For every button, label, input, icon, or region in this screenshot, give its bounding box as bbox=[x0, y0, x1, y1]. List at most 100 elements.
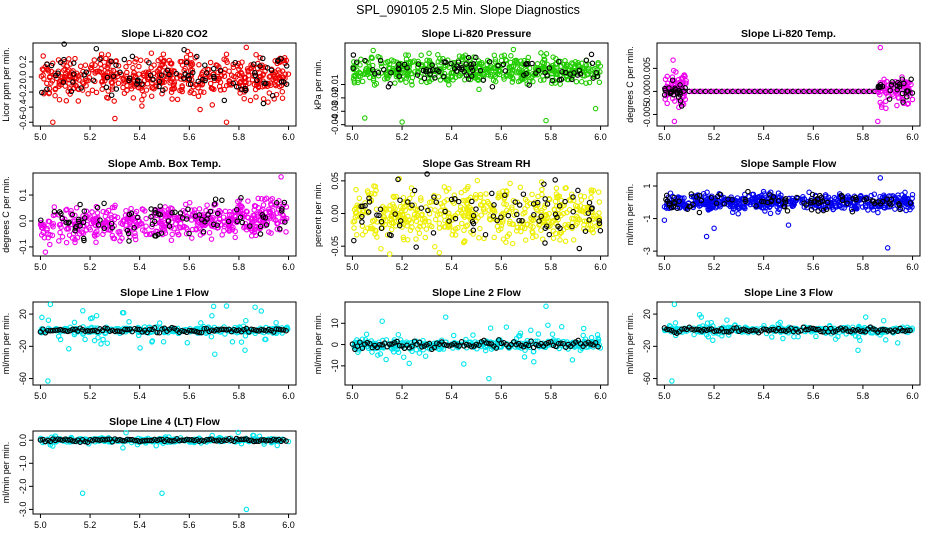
highlight-point bbox=[181, 46, 187, 53]
data-point bbox=[411, 211, 418, 218]
data-point bbox=[66, 346, 72, 352]
data-point bbox=[351, 225, 357, 231]
highlight-point bbox=[505, 212, 512, 219]
highlight-point bbox=[677, 82, 683, 88]
data-point bbox=[769, 334, 775, 340]
highlight-point bbox=[202, 62, 208, 68]
data-point bbox=[530, 217, 536, 224]
data-point bbox=[528, 327, 534, 334]
data-point bbox=[367, 225, 374, 232]
data-point bbox=[509, 221, 515, 228]
data-point bbox=[263, 195, 270, 202]
x-tick-label: 5.2 bbox=[84, 262, 97, 272]
data-point bbox=[509, 79, 516, 85]
highlight-point bbox=[221, 97, 228, 104]
data-point bbox=[762, 204, 769, 211]
data-point bbox=[189, 226, 196, 233]
highlight-point bbox=[230, 80, 236, 87]
data-point bbox=[813, 333, 819, 340]
highlight-point bbox=[262, 215, 269, 221]
highlight-point bbox=[166, 223, 173, 229]
highlight-point bbox=[359, 213, 365, 220]
data-point bbox=[413, 236, 419, 242]
data-point bbox=[557, 231, 563, 237]
data-point bbox=[477, 202, 484, 208]
data-point bbox=[280, 212, 287, 219]
highlight-point bbox=[548, 339, 554, 345]
highlight-point bbox=[392, 211, 398, 217]
data-point bbox=[853, 205, 859, 212]
highlight-point bbox=[90, 77, 97, 83]
outlier-point bbox=[592, 105, 599, 112]
data-point bbox=[832, 336, 839, 342]
highlight-point bbox=[554, 214, 560, 221]
data-point bbox=[80, 68, 86, 75]
highlight-point bbox=[281, 199, 288, 206]
highlight-point bbox=[498, 214, 504, 221]
data-point bbox=[732, 88, 739, 95]
data-points bbox=[37, 174, 290, 255]
highlight-point bbox=[833, 88, 840, 95]
data-point bbox=[679, 201, 686, 208]
highlight-point bbox=[824, 199, 831, 206]
data-point bbox=[677, 205, 683, 211]
data-point bbox=[775, 209, 781, 215]
highlight-point bbox=[742, 196, 748, 203]
highlight-point bbox=[813, 326, 819, 333]
highlight-point bbox=[473, 206, 479, 212]
data-point bbox=[550, 228, 557, 234]
data-point bbox=[540, 59, 546, 66]
data-point bbox=[121, 90, 128, 96]
highlight-point bbox=[131, 325, 138, 332]
data-point bbox=[232, 228, 238, 235]
data-point bbox=[109, 84, 116, 90]
data-point bbox=[276, 74, 283, 81]
data-point bbox=[513, 69, 520, 76]
highlight-point bbox=[367, 340, 373, 347]
data-point bbox=[89, 87, 96, 94]
highlight-point bbox=[493, 345, 500, 351]
highlight-point bbox=[543, 223, 550, 229]
highlight-point bbox=[376, 212, 382, 219]
highlight-point bbox=[779, 88, 785, 95]
data-point bbox=[461, 238, 468, 245]
highlight-point bbox=[369, 67, 376, 73]
panel-4: Slope Amb. Box Temp.5.0 5.2 5.4 5.6 5.8 6.0-0… bbox=[1, 158, 297, 272]
data-point bbox=[201, 89, 207, 95]
data-point bbox=[99, 78, 106, 85]
highlight-point bbox=[126, 238, 132, 244]
data-point bbox=[507, 73, 514, 80]
data-point bbox=[229, 212, 235, 219]
data-point bbox=[506, 220, 513, 227]
highlight-point bbox=[59, 215, 65, 222]
highlight-point bbox=[191, 328, 198, 334]
data-point bbox=[105, 95, 111, 101]
highlight-point bbox=[349, 341, 356, 347]
data-point bbox=[855, 334, 862, 340]
data-point bbox=[880, 317, 887, 324]
data-point bbox=[550, 218, 556, 224]
y-tick-label: -1 bbox=[642, 215, 652, 223]
data-point bbox=[383, 72, 390, 78]
data-point bbox=[50, 223, 56, 230]
outlier-point bbox=[543, 303, 549, 310]
x-tick-label: 5.2 bbox=[84, 391, 97, 401]
data-point bbox=[46, 74, 53, 81]
data-point bbox=[474, 177, 481, 184]
data-point bbox=[562, 185, 568, 192]
data-point bbox=[252, 304, 258, 310]
data-point bbox=[780, 335, 786, 342]
highlight-point bbox=[575, 187, 581, 194]
highlight-point bbox=[780, 327, 787, 334]
highlight-point bbox=[899, 76, 906, 82]
data-point bbox=[523, 67, 530, 74]
highlight-point bbox=[359, 345, 366, 351]
data-point bbox=[573, 78, 580, 85]
highlight-point bbox=[195, 78, 201, 85]
data-point bbox=[104, 64, 110, 71]
data-point bbox=[738, 88, 744, 95]
data-point bbox=[171, 85, 178, 92]
data-point bbox=[517, 224, 524, 231]
highlight-point bbox=[589, 60, 596, 67]
highlight-point bbox=[401, 61, 408, 68]
